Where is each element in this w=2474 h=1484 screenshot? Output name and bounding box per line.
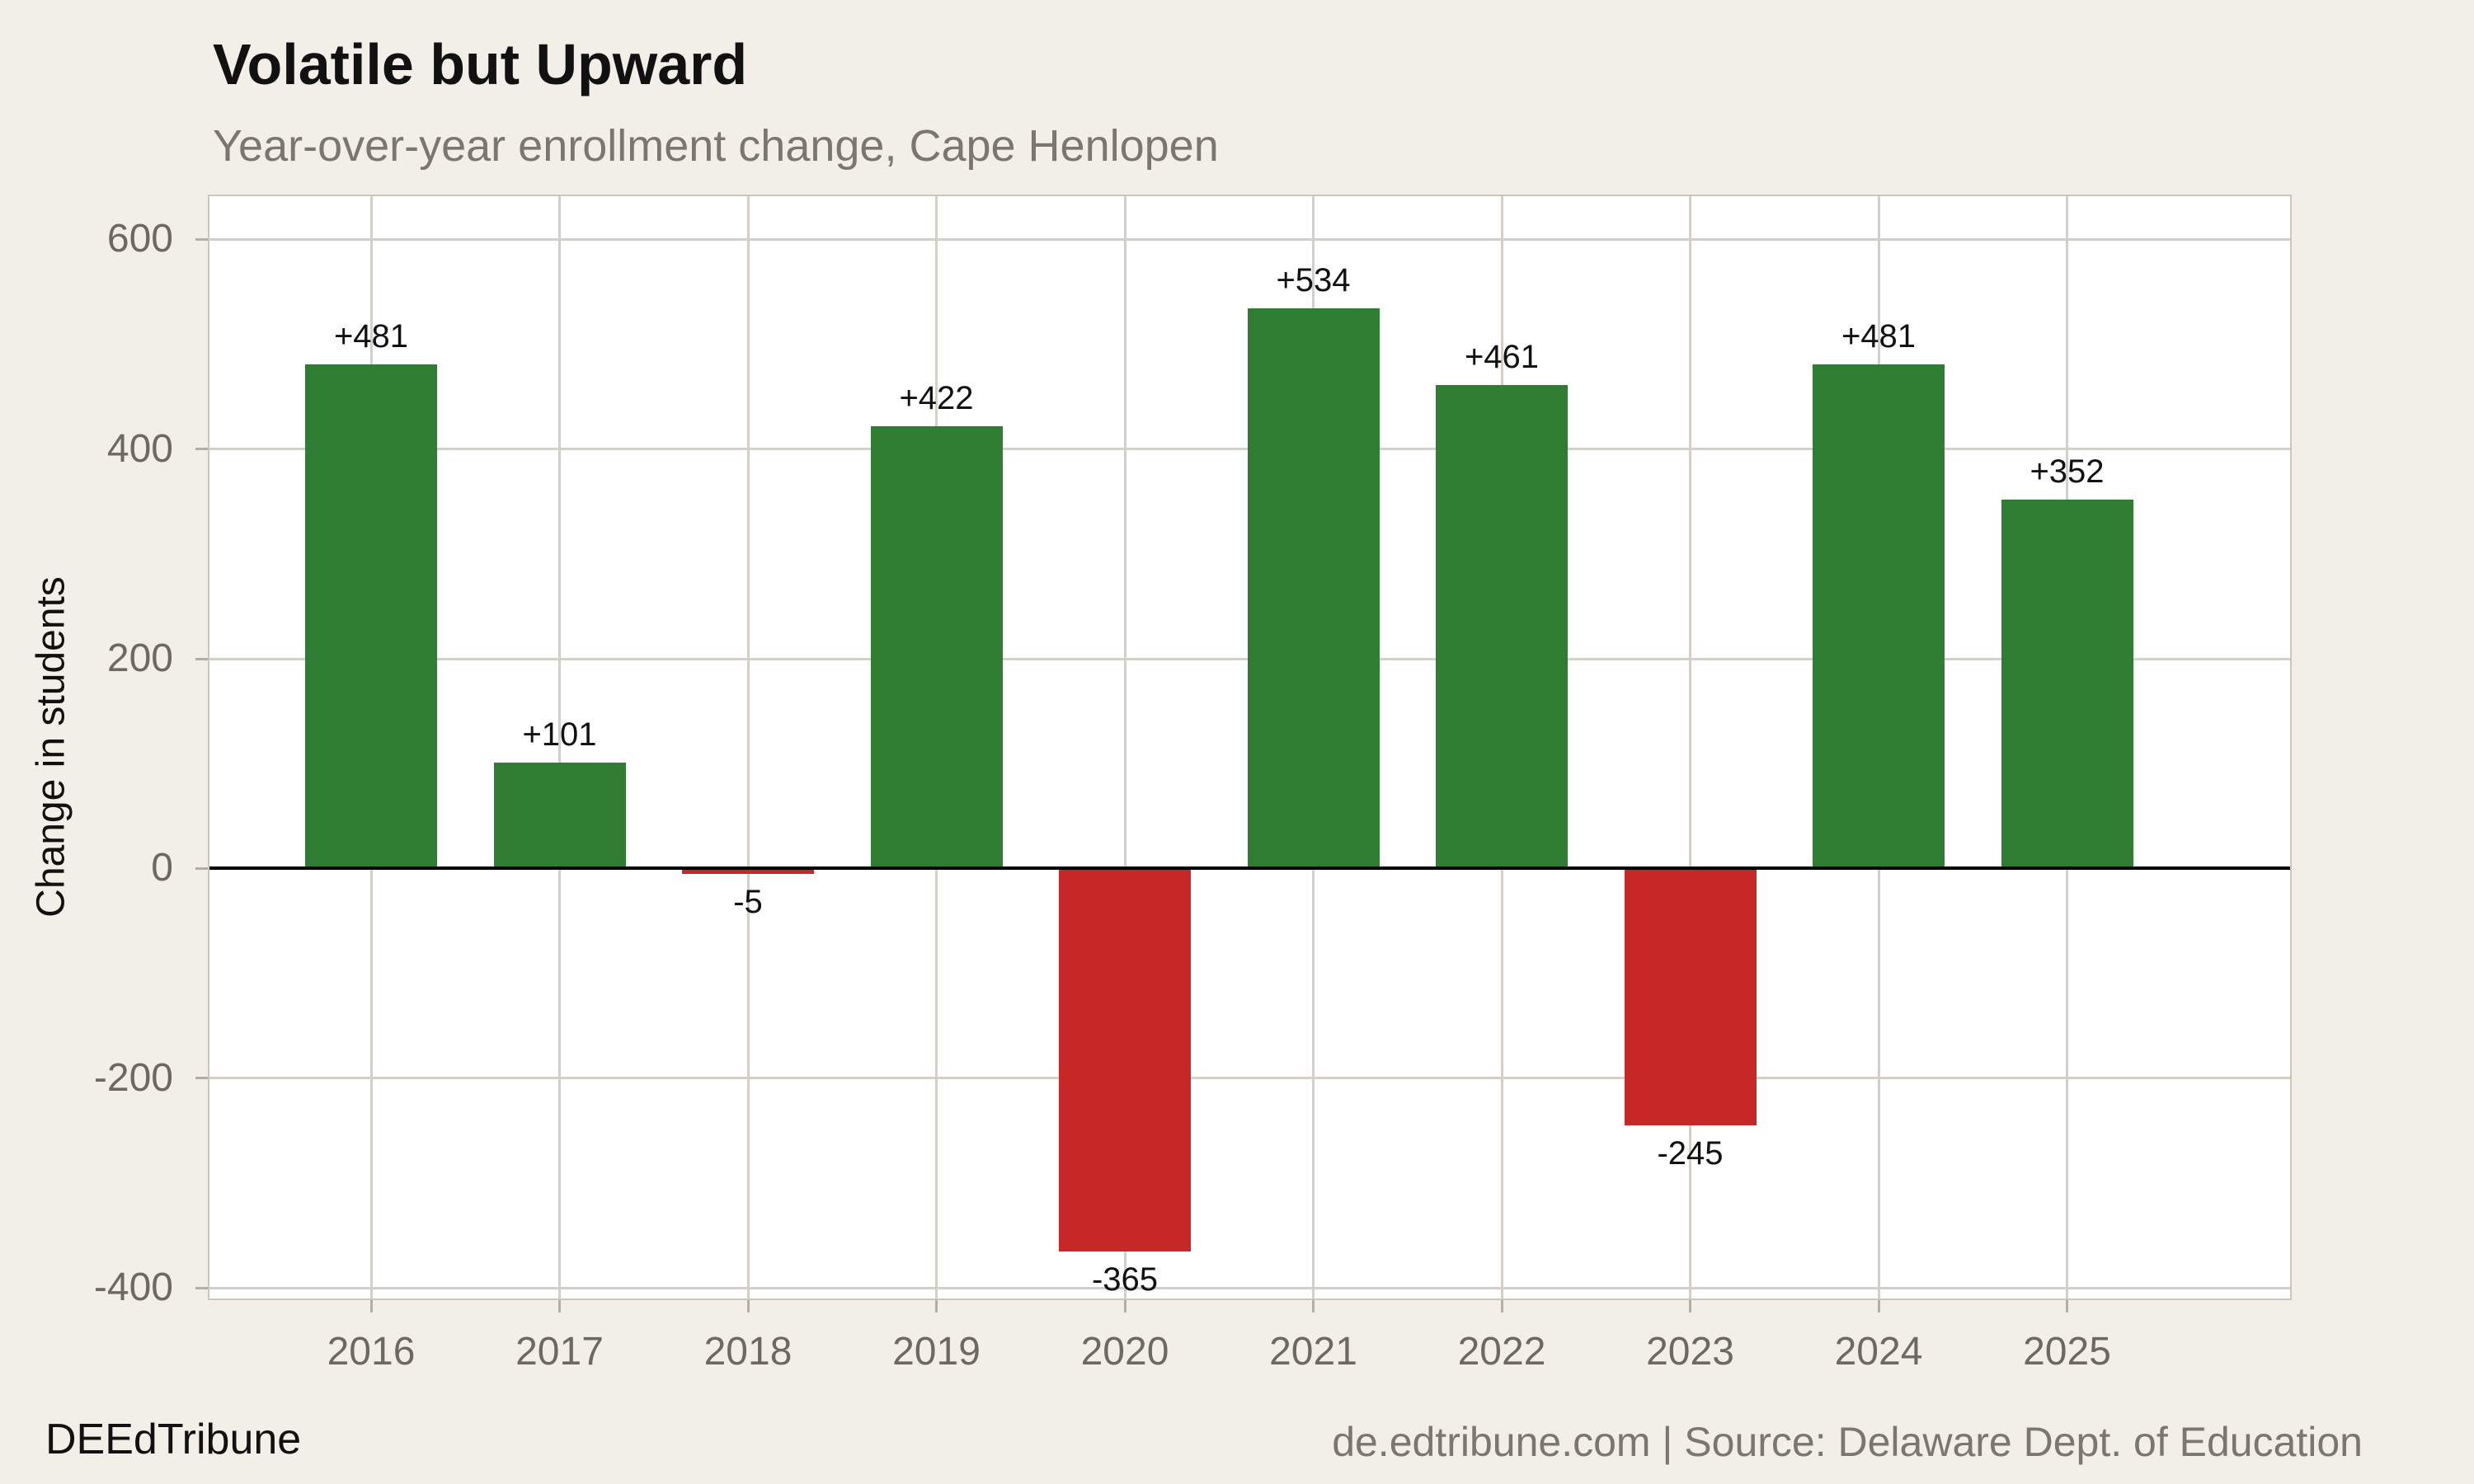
y-tick-mark xyxy=(195,448,209,451)
gridline-v xyxy=(1123,196,1126,1298)
x-tick-label: 2016 xyxy=(327,1330,416,1374)
y-tick-label: 600 xyxy=(106,217,173,261)
bar-value-label: +352 xyxy=(2030,453,2105,490)
brand-label: DEEdTribune xyxy=(45,1416,302,1463)
x-tick-label: 2018 xyxy=(703,1330,793,1374)
y-tick-mark xyxy=(195,1286,209,1289)
y-tick-label: 0 xyxy=(151,846,173,890)
x-tick-mark xyxy=(1123,1298,1126,1313)
x-tick-label: 2022 xyxy=(1457,1330,1546,1374)
bar xyxy=(305,364,437,869)
bar xyxy=(1247,308,1380,869)
bar xyxy=(1624,868,1757,1126)
x-tick-mark xyxy=(1689,1298,1691,1313)
chart-subtitle: Year-over-year enrollment change, Cape H… xyxy=(213,121,1219,171)
y-tick-mark xyxy=(195,866,209,870)
bar xyxy=(493,762,626,869)
x-tick-mark xyxy=(1877,1298,1880,1313)
y-tick-label: -200 xyxy=(93,1055,173,1100)
zero-baseline xyxy=(209,866,2290,871)
gridline-v xyxy=(1689,196,1691,1298)
x-tick-mark xyxy=(369,1298,373,1313)
x-tick-mark xyxy=(1500,1298,1503,1313)
plot-area: 600 400 200 0 -200 -400 2016 +481 2017 +101 2018 -5… xyxy=(94,195,2292,1373)
bar xyxy=(2001,499,2133,869)
bar-value-label: +422 xyxy=(899,379,974,416)
x-tick-mark xyxy=(2066,1298,2068,1313)
bar-value-label: -245 xyxy=(1657,1135,1724,1172)
y-tick-mark xyxy=(195,1077,209,1080)
source-attribution: de.edtribune.com | Source: Delaware Dept… xyxy=(1332,1419,2363,1465)
x-tick-label: 2019 xyxy=(892,1330,981,1374)
x-tick-label: 2017 xyxy=(515,1330,604,1374)
gridline-h xyxy=(209,237,2290,241)
bar xyxy=(870,425,1003,869)
bar xyxy=(1813,364,1945,869)
x-tick-mark xyxy=(746,1298,750,1313)
x-tick-mark xyxy=(558,1298,561,1313)
bar-value-label: +481 xyxy=(1841,317,1917,355)
gridline-h xyxy=(209,1286,2290,1289)
bar-value-label: -365 xyxy=(1091,1261,1159,1298)
x-tick-mark xyxy=(935,1298,938,1313)
x-tick-label: 2020 xyxy=(1080,1330,1169,1374)
gridline-v xyxy=(558,196,561,1298)
x-tick-label: 2024 xyxy=(1834,1330,1923,1374)
bar xyxy=(1059,868,1191,1252)
y-tick-label: -400 xyxy=(93,1266,173,1310)
bar xyxy=(682,868,814,874)
y-tick-label: 400 xyxy=(106,426,173,471)
x-tick-label: 2021 xyxy=(1269,1330,1357,1374)
bar-value-label: +481 xyxy=(333,317,409,355)
chart-title: Volatile but Upward xyxy=(213,32,748,96)
y-tick-label: 200 xyxy=(106,636,173,680)
y-tick-mark xyxy=(195,237,209,241)
x-tick-mark xyxy=(1312,1298,1315,1313)
gridline-v xyxy=(746,196,750,1298)
bar-value-label: -5 xyxy=(733,883,763,920)
bar xyxy=(1436,384,1568,869)
x-tick-label: 2023 xyxy=(1646,1330,1734,1374)
x-tick-label: 2025 xyxy=(2023,1330,2111,1374)
bar-value-label: +461 xyxy=(1464,338,1540,375)
gridline-h xyxy=(209,1077,2290,1080)
y-tick-mark xyxy=(195,657,209,660)
bar-value-label: +534 xyxy=(1276,262,1351,299)
bar-value-label: +101 xyxy=(522,716,597,753)
